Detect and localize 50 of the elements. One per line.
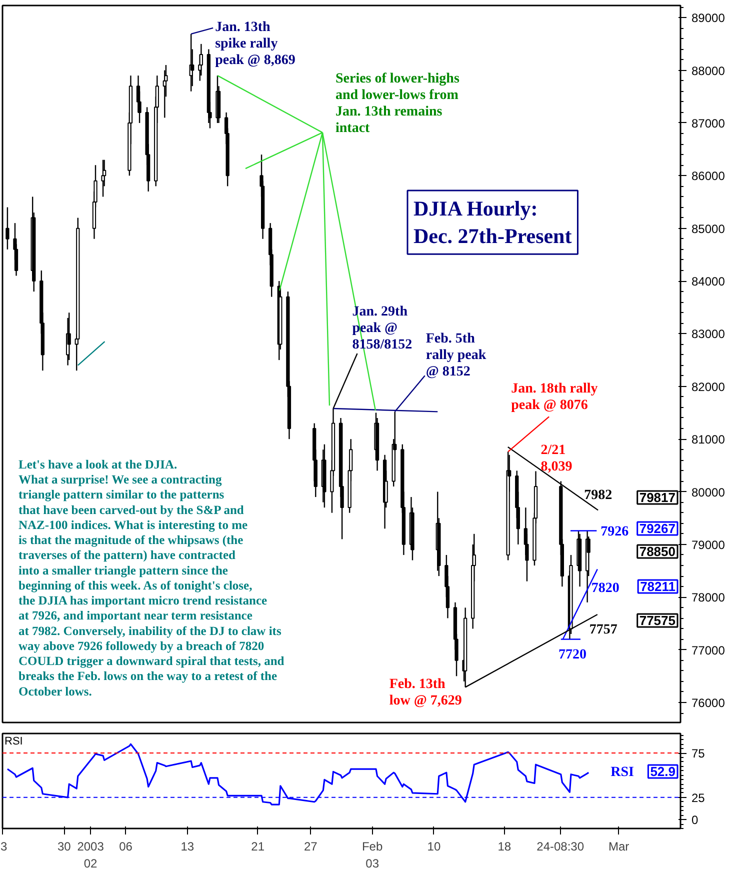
annotation: 78850 <box>639 544 676 559</box>
text: Let's have a look at the DJIA. What a surprise! We see a contracting triangle pattern similar to the patterns that have been carved-out by the S&P and NAZ-100 indices. What is interesting to me is that the magnitude of the whipsaws (the traverses of the pattern) have contracted into a smaller triangle pattern since the beginning of this week. As of tonight's close, the DJIA has important micro trend resistance at 7926, and important near term resistance at 7982. Conversely, inability of the DJ to claw its way above 7926 followedy by a breach of 7820 COULD trigger a downward spiral that tests, and breaks the Feb. lows on the way to a retest of the October lows. <box>18 458 284 698</box>
x-tick-label: 30 <box>57 840 72 854</box>
x-tick-label: 10 <box>427 840 441 854</box>
chart-title: RSI <box>4 735 23 748</box>
x-tick-label: 27 <box>304 840 318 854</box>
annotation: Jan. 18th rally peak @ 8076 <box>511 382 598 414</box>
annotation: 79267 <box>639 521 676 536</box>
y-tick-label: 83000 <box>692 327 726 342</box>
legend-label: 7926 <box>600 524 629 540</box>
y-tick-label: 78000 <box>692 590 726 605</box>
annotation: 2/21 8,039 <box>540 443 572 475</box>
legend-label: 7757 <box>589 622 618 638</box>
annotation: Jan. 13th spike rally peak @ 8,869 <box>215 20 296 68</box>
y-tick-label: 87000 <box>692 116 726 130</box>
annotation: 77575 <box>639 613 676 628</box>
y-tick-label: 0 <box>692 813 698 828</box>
y-tick-label: 75 <box>692 746 706 761</box>
annotation: 78211 <box>640 579 676 594</box>
annotation: 79817 <box>639 490 676 505</box>
text: DJIA Hourly: Dec. 27th-Present <box>414 196 572 248</box>
annotation: Feb. 13th low @ 7,629 <box>389 677 462 709</box>
legend-label: 7820 <box>591 581 620 596</box>
x-tick-label: Mar <box>608 840 630 854</box>
y-tick-label: 81000 <box>692 432 726 447</box>
x-tick-label: 24-08:30 <box>536 840 584 854</box>
y-tick-label: 85000 <box>692 222 726 236</box>
legend-label: 7982 <box>584 488 612 504</box>
y-tick-label: 25 <box>692 790 706 805</box>
x-tick-label: 18 <box>498 840 512 854</box>
y-tick-label: 79000 <box>692 538 726 552</box>
y-tick-label: 84000 <box>692 274 726 289</box>
x-tick-label: Feb 03 <box>362 840 383 870</box>
annotation: Feb. 5th rally peak @ 8152 <box>426 332 486 380</box>
x-tick-label: 06 <box>119 840 133 854</box>
annotation: 52.9 <box>650 764 676 779</box>
y-tick-label: 88000 <box>692 64 726 78</box>
y-tick-label: 76000 <box>692 696 726 710</box>
x-tick-label: 3 <box>0 840 8 854</box>
legend-label: RSI <box>610 765 634 780</box>
y-tick-label: 82000 <box>692 380 726 394</box>
x-tick-label: 13 <box>180 840 194 854</box>
x-tick-label: 21 <box>251 840 265 854</box>
y-tick-label: 89000 <box>692 11 726 26</box>
y-tick-label: 80000 <box>692 485 726 500</box>
x-tick-label: 2003 02 <box>77 840 104 870</box>
series-label: 7720 <box>558 647 586 662</box>
y-tick-label: 86000 <box>692 169 726 184</box>
annotation: Series of lower-highs and lower-lows from Jan. 13th remains intact <box>335 72 460 136</box>
y-tick-label: 77000 <box>692 643 726 658</box>
